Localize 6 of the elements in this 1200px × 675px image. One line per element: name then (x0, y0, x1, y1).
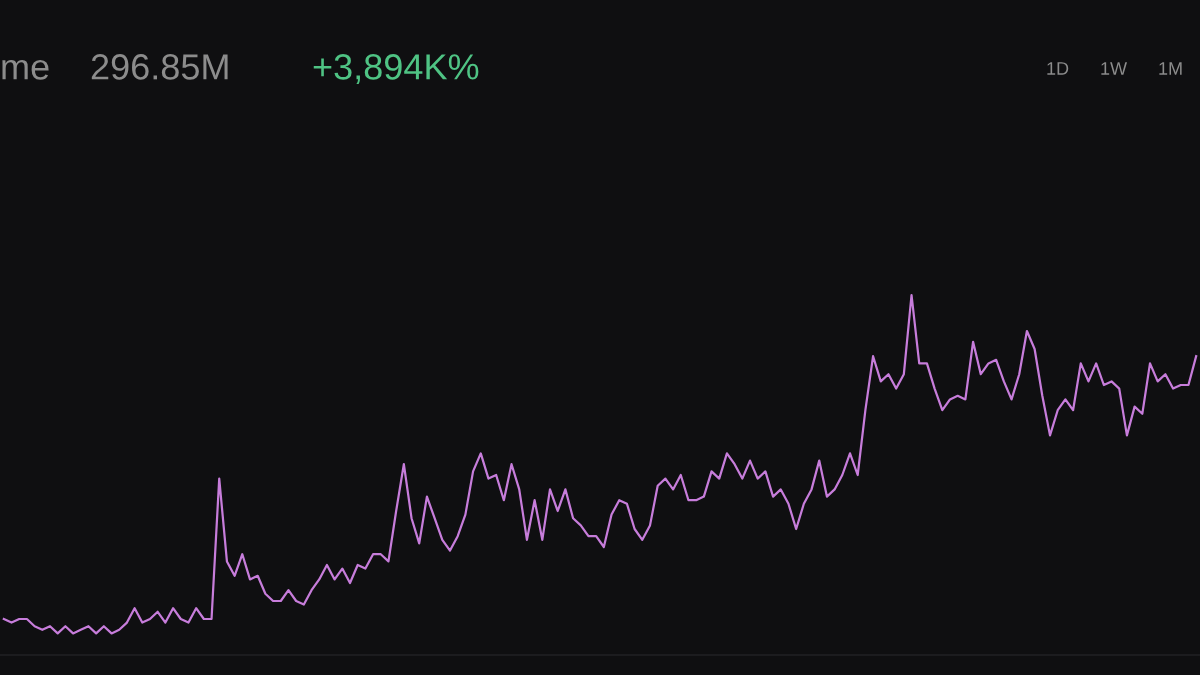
text: 1M (1159, 62, 1182, 75)
text: me (2, 59, 49, 80)
text: 1W (1101, 62, 1128, 75)
text: 1D (1047, 62, 1069, 75)
text: 296.85M (91, 54, 228, 80)
text: +3,894K% (313, 54, 479, 84)
